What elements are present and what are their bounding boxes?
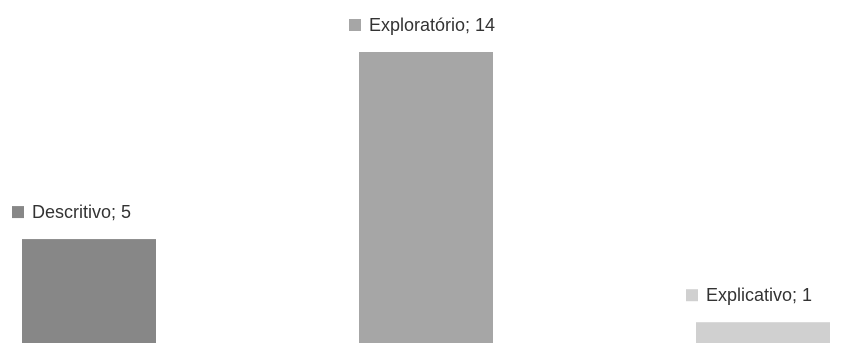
- data-label-marker-2: [349, 19, 361, 31]
- bar-1: [22, 239, 156, 343]
- data-label-3: Explicativo; 1: [706, 285, 812, 305]
- bar-3: [696, 322, 830, 343]
- data-label-2: Exploratório; 14: [369, 15, 495, 35]
- data-label-marker-1: [12, 206, 24, 219]
- bar-2: [359, 52, 493, 343]
- data-label-1: Descritivo; 5: [32, 202, 131, 222]
- data-label-marker-3: [686, 289, 698, 302]
